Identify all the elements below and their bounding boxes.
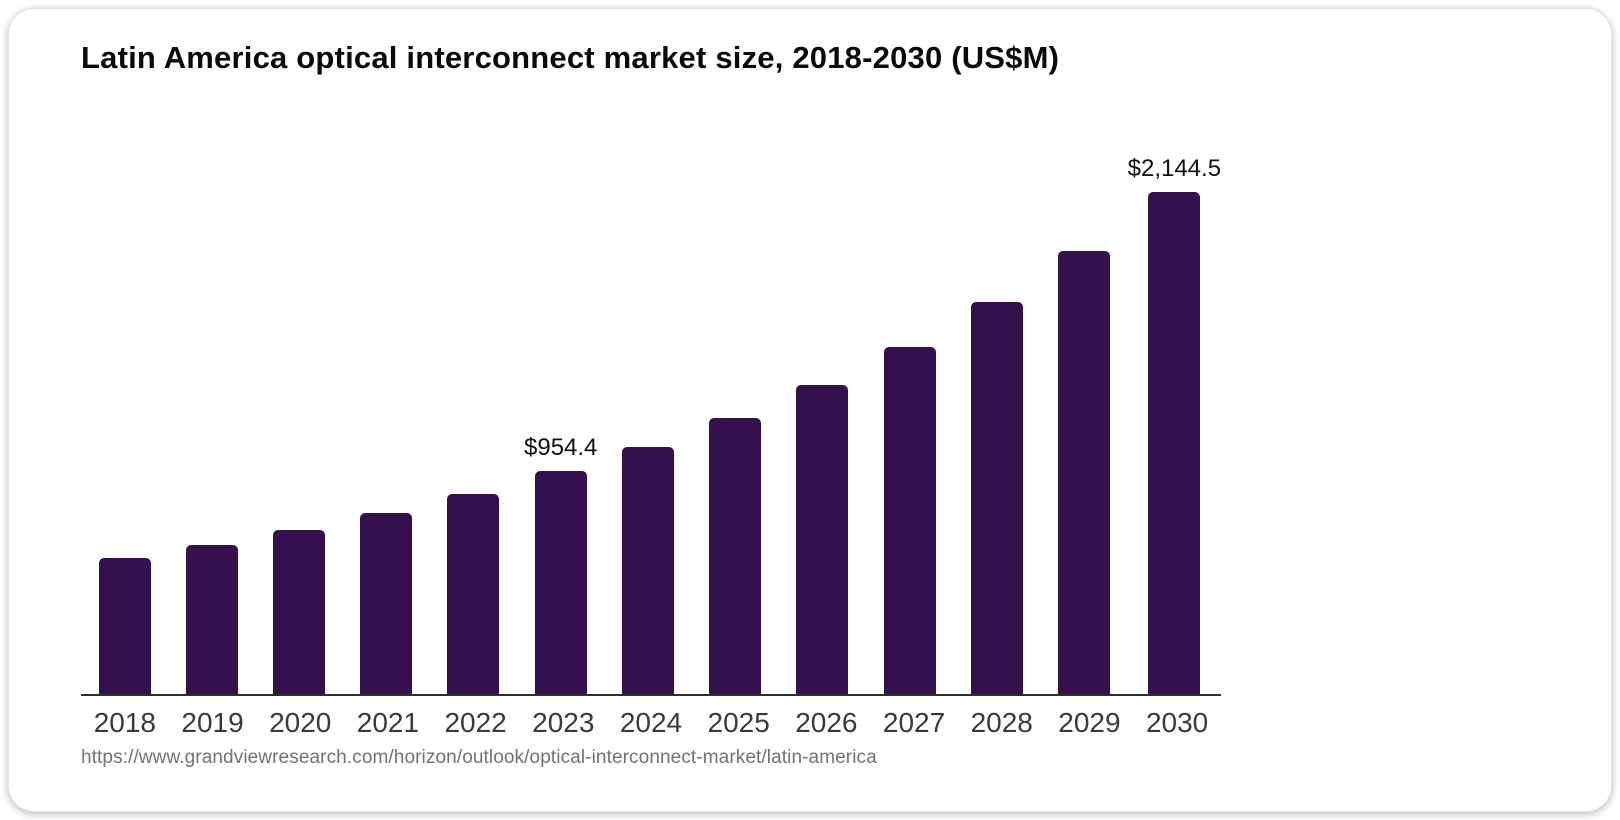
bar-column	[604, 151, 691, 694]
bar-column	[168, 151, 255, 694]
x-axis-label: 2021	[356, 707, 420, 738]
bar-column: $2,144.5	[1128, 151, 1221, 694]
bar-column	[81, 151, 168, 694]
bar-column	[430, 151, 517, 694]
bar-column	[255, 151, 342, 694]
bar	[98, 558, 151, 694]
bar	[709, 418, 762, 694]
x-axis-label: 2030	[1145, 707, 1209, 738]
bar	[970, 302, 1023, 694]
x-axis-label: 2019	[181, 707, 244, 738]
x-axis-label: 2028	[970, 707, 1033, 738]
bar	[360, 513, 413, 694]
bar-value-label: $954.4	[524, 434, 598, 461]
chart-title: Latin America optical interconnect marke…	[81, 40, 1060, 75]
x-axis-label: 2022	[444, 707, 507, 738]
chart-card: Latin America optical interconnect marke…	[8, 8, 1612, 812]
bar	[883, 347, 936, 694]
plot-area: $954.4 $2,144.5	[81, 151, 1221, 694]
bar-column	[779, 151, 866, 694]
bar-column	[1040, 151, 1127, 694]
x-axis-line	[81, 694, 1221, 696]
x-axis-label: 2026	[795, 707, 858, 738]
bar	[534, 471, 587, 694]
bar	[185, 545, 238, 694]
bar	[447, 494, 500, 694]
x-axis-label: 2018	[93, 707, 156, 738]
bar-value-label: $2,144.5	[1127, 155, 1222, 182]
bar-column	[866, 151, 953, 694]
x-axis-labels: 2018 2019 2020 2021 2022 2023 2024 2025 2026 2027…	[81, 707, 1221, 739]
x-axis-label: 2024	[619, 707, 683, 738]
bar-column	[343, 151, 430, 694]
bar-column	[953, 151, 1040, 694]
bar	[1148, 192, 1201, 694]
x-axis-label: 2027	[882, 707, 946, 738]
x-axis-label: 2029	[1058, 707, 1121, 738]
bar-column	[692, 151, 779, 694]
bar	[1058, 251, 1111, 694]
bar-column: $954.4	[517, 151, 604, 694]
bar	[796, 385, 849, 694]
x-axis-label: 2020	[269, 707, 332, 738]
source-url: https://www.grandviewresearch.com/horizo…	[81, 747, 877, 768]
bar	[273, 530, 326, 694]
x-axis-label: 2025	[707, 707, 770, 738]
bar	[621, 447, 674, 694]
x-axis-label: 2023	[532, 707, 595, 738]
